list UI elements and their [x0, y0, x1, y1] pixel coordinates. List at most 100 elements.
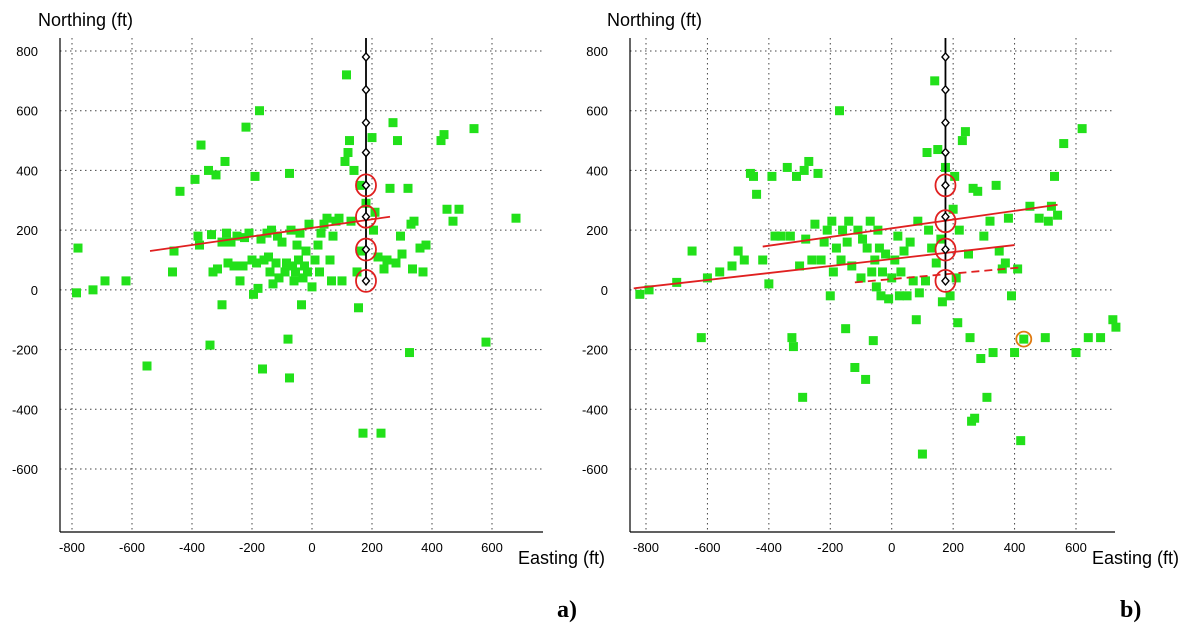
panel-b-data-point	[899, 246, 909, 256]
panel-a-data-point	[369, 225, 378, 235]
panel-b-data-point	[702, 273, 712, 283]
panel-b-data-point	[795, 261, 805, 271]
panel-a-data-point	[327, 276, 336, 286]
panel-b-data-point	[973, 186, 983, 196]
panel-a-data-point	[388, 118, 398, 128]
panel-b-data-point	[937, 297, 947, 307]
panel-a-data-point	[313, 240, 323, 250]
panel-a-data-point	[175, 186, 185, 196]
panel-b-perforation-circle	[934, 237, 957, 262]
panel-a-data-point	[168, 267, 177, 277]
panel-a-data-point	[121, 276, 131, 286]
panel-a-data-point	[229, 261, 239, 271]
panel-a-y-tick-label: 600	[16, 104, 38, 119]
panel-b-data-point	[1019, 334, 1029, 344]
panel-a-data-point	[190, 174, 200, 184]
panel-b-data-point	[960, 127, 970, 137]
panel-b-data-point	[715, 267, 725, 277]
panel-b-data-point	[884, 294, 894, 304]
panel-a-data-point	[292, 240, 302, 250]
panel-b-data-point	[644, 285, 654, 295]
panel-b-data-point	[954, 225, 964, 235]
panel-b-data-point	[787, 333, 797, 343]
panel-b-x-tick-label: 400	[1004, 540, 1026, 555]
panel-a-data-point	[267, 225, 276, 235]
panel-b-data-point	[945, 291, 955, 301]
panel-b-data-point	[924, 225, 934, 235]
panel-b-data-point	[1050, 171, 1059, 181]
panel-b-x-tick-label: -800	[633, 540, 659, 555]
panel-b-data-point	[948, 204, 958, 214]
panel-b-data-point	[957, 136, 967, 146]
panel-a-data-point	[343, 148, 353, 158]
panel-b-data-point	[1053, 210, 1063, 220]
panel-b-well-node	[941, 117, 950, 128]
panel-b-data-point	[810, 219, 820, 229]
panel-b-data-point	[896, 267, 906, 277]
panel-b-data-point	[1007, 291, 1016, 301]
panel-a-data-point	[354, 303, 363, 313]
panel-a-data-point	[342, 70, 351, 80]
panel-b-data-point	[976, 354, 986, 364]
panel-a-data-point	[285, 373, 294, 383]
panel-b-data-point	[827, 216, 837, 226]
panel-a-data-point	[282, 258, 291, 268]
panel-b-data-point	[921, 276, 930, 286]
panel-a-data-point	[397, 249, 407, 259]
panel-b-data-point	[807, 255, 817, 265]
panel-a-data-point	[291, 267, 300, 277]
panel-a-data-point	[304, 219, 314, 229]
panel-b-data-point	[931, 258, 941, 268]
panel-a-data-point	[405, 348, 414, 358]
panel-a-plot-area: -800 -600 -400 -200 0 200 400 600 800 600 400 200 0 -…	[12, 38, 543, 555]
panel-a-data-point	[232, 231, 242, 241]
panel-b-data-point	[930, 76, 940, 86]
panel-a-data-point	[142, 361, 152, 371]
panel-a-data-point	[268, 279, 278, 289]
panel-b-data-point	[1108, 315, 1118, 325]
panel-b-data-point	[844, 216, 854, 226]
panel-b-well-node	[941, 244, 950, 255]
panel-b-data-point	[1025, 201, 1035, 211]
panel-b-data-point	[862, 243, 872, 253]
panel-b-data-point	[988, 348, 998, 358]
panel-a-data-point	[193, 231, 203, 241]
panel-a-data-point	[385, 183, 395, 193]
panel-a-data-point	[195, 240, 204, 250]
panel-a-data-point	[448, 216, 458, 226]
panel-b-data-point	[905, 237, 915, 247]
panel-b-data-point	[917, 449, 927, 459]
panel-b-perforation-circle	[934, 173, 957, 198]
panel-b-data-point	[853, 225, 863, 235]
panel-a-data-point	[213, 264, 222, 274]
panel-a-data-point	[511, 213, 521, 223]
panel-b-xlabel: Easting (ft)	[1092, 548, 1179, 568]
panel-a-data-point	[349, 165, 359, 175]
panel-b-data-point	[1000, 258, 1010, 268]
panel-a-data-point	[265, 267, 275, 277]
panel-b-fit-line	[633, 244, 1015, 290]
panel-a-y-tick-label: -200	[12, 343, 38, 358]
panel-a-x-tick-label: -600	[119, 540, 145, 555]
panel-a-data-point	[217, 300, 227, 310]
panel-a-data-point	[409, 216, 419, 226]
panel-a-y-tick-label: 200	[16, 223, 38, 238]
panel-a-data-point	[244, 228, 254, 238]
panel-a-data-point	[223, 258, 233, 268]
panel-b-data-point	[902, 291, 912, 301]
panel-a-data-point	[255, 106, 264, 116]
panel-b-data-point	[965, 333, 975, 343]
panel-b-data-point	[1059, 139, 1069, 149]
panel-b-x-tick-label: 0	[888, 540, 895, 555]
panel-a-data-point	[403, 183, 413, 193]
panel-a-data-point	[367, 133, 377, 143]
panel-a-data-point	[418, 267, 428, 277]
panel-b-data-point	[825, 291, 835, 301]
panel-b-data-point	[1083, 333, 1093, 343]
panel-b-data-point	[822, 225, 832, 235]
panel-a-data-point	[307, 282, 317, 292]
panel-a-data-point	[273, 231, 282, 241]
panel-b-data-point	[893, 231, 903, 241]
panel-b-data-point	[847, 261, 857, 271]
panel-a-perforation-circle	[355, 173, 377, 198]
